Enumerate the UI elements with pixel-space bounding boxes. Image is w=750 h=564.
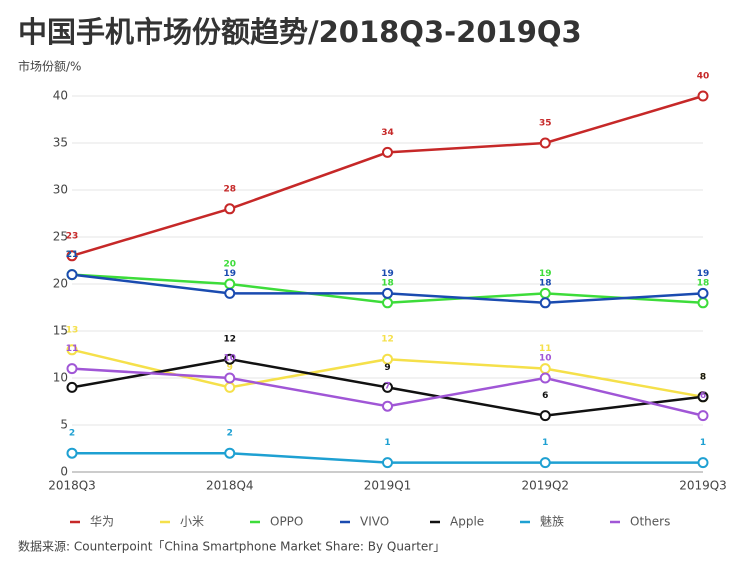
data-point xyxy=(66,381,78,393)
legend-label: VIVO xyxy=(360,515,389,529)
data-label: 2 xyxy=(227,429,233,439)
data-point xyxy=(66,447,78,459)
data-point xyxy=(697,410,709,422)
data-label: 18 xyxy=(697,278,710,288)
y-tick-label: 30 xyxy=(53,183,68,197)
data-label: 11 xyxy=(539,344,552,354)
data-label: 19 xyxy=(381,269,394,279)
data-point xyxy=(539,372,551,384)
data-point xyxy=(66,363,78,375)
legend-label: 小米 xyxy=(180,515,204,529)
data-point xyxy=(539,457,551,469)
data-label: 21 xyxy=(66,250,79,260)
data-label: 1 xyxy=(384,438,390,448)
data-point xyxy=(539,410,551,422)
data-label: 2 xyxy=(69,429,75,439)
data-point xyxy=(697,90,709,102)
data-point xyxy=(382,381,393,393)
data-point xyxy=(224,203,236,215)
data-point xyxy=(382,287,393,299)
data-point xyxy=(382,146,393,158)
data-label: 35 xyxy=(539,119,552,129)
data-point xyxy=(539,137,551,149)
data-label: 6 xyxy=(542,391,548,401)
x-tick-label: 2018Q4 xyxy=(206,479,254,493)
data-label: 23 xyxy=(66,231,79,241)
data-point xyxy=(224,381,236,393)
series-line xyxy=(71,94,704,257)
data-point xyxy=(382,353,393,365)
data-label: 6 xyxy=(700,391,706,401)
data-label: 13 xyxy=(66,325,79,335)
data-label: 9 xyxy=(227,363,233,373)
data-point xyxy=(224,372,236,384)
y-tick-label: 10 xyxy=(53,371,68,385)
data-label: 10 xyxy=(539,354,552,364)
y-tick-label: 5 xyxy=(60,418,68,432)
data-point xyxy=(539,363,551,375)
data-label: 8 xyxy=(700,372,706,382)
data-point xyxy=(697,457,709,469)
y-tick-label: 35 xyxy=(53,136,68,150)
chart-title: 中国手机市场份额趋势/2018Q3-2019Q3 xyxy=(18,15,582,49)
y-tick-label: 25 xyxy=(53,230,68,244)
data-label: 18 xyxy=(381,278,394,288)
y-tick-label: 15 xyxy=(53,324,68,338)
data-label: 12 xyxy=(381,335,394,345)
data-label: 28 xyxy=(223,184,236,194)
data-point xyxy=(66,250,78,262)
y-axis-label: 市场份额/% xyxy=(18,59,81,74)
legend-label: 魅族 xyxy=(540,514,564,529)
x-tick-label: 2019Q2 xyxy=(521,479,569,493)
data-point xyxy=(539,297,551,309)
x-tick-label: 2019Q1 xyxy=(364,479,412,493)
data-label: 19 xyxy=(697,269,710,279)
data-point xyxy=(224,278,236,290)
data-point xyxy=(224,353,236,365)
data-label: 19 xyxy=(223,269,236,279)
x-tick-label: 2018Q3 xyxy=(48,479,96,493)
data-label: 21 xyxy=(66,250,79,260)
data-point xyxy=(224,287,236,299)
data-point xyxy=(224,447,236,459)
data-label: 10 xyxy=(223,354,236,364)
source-note: 数据来源: Counterpoint「China Smartphone Mark… xyxy=(18,539,445,554)
data-label: 12 xyxy=(223,335,236,345)
data-point xyxy=(697,391,709,403)
data-label: 1 xyxy=(700,438,706,448)
data-point xyxy=(697,297,709,309)
data-label: 40 xyxy=(697,72,710,82)
data-label: 18 xyxy=(539,278,552,288)
legend-label: 华为 xyxy=(90,515,114,529)
data-label: 1 xyxy=(542,438,548,448)
data-point xyxy=(382,297,393,309)
data-point xyxy=(66,344,78,356)
data-point xyxy=(539,287,551,299)
data-point xyxy=(66,269,78,281)
x-tick-label: 2019Q3 xyxy=(679,479,727,493)
data-label: 7 xyxy=(384,382,390,392)
data-point xyxy=(382,400,393,412)
y-tick-label: 40 xyxy=(53,89,68,103)
legend-label: Apple xyxy=(450,515,484,529)
data-label: 8 xyxy=(700,372,706,382)
data-label: 9 xyxy=(384,363,390,373)
data-point xyxy=(697,287,709,299)
legend-label: Others xyxy=(630,515,670,529)
legend-label: OPPO xyxy=(270,515,303,529)
data-label: 19 xyxy=(539,269,552,279)
data-label: 11 xyxy=(66,344,79,354)
data-point xyxy=(382,457,393,469)
y-tick-label: 20 xyxy=(53,277,68,291)
y-tick-label: 0 xyxy=(60,465,68,479)
data-label: 20 xyxy=(223,260,236,270)
data-label: 34 xyxy=(381,128,394,138)
